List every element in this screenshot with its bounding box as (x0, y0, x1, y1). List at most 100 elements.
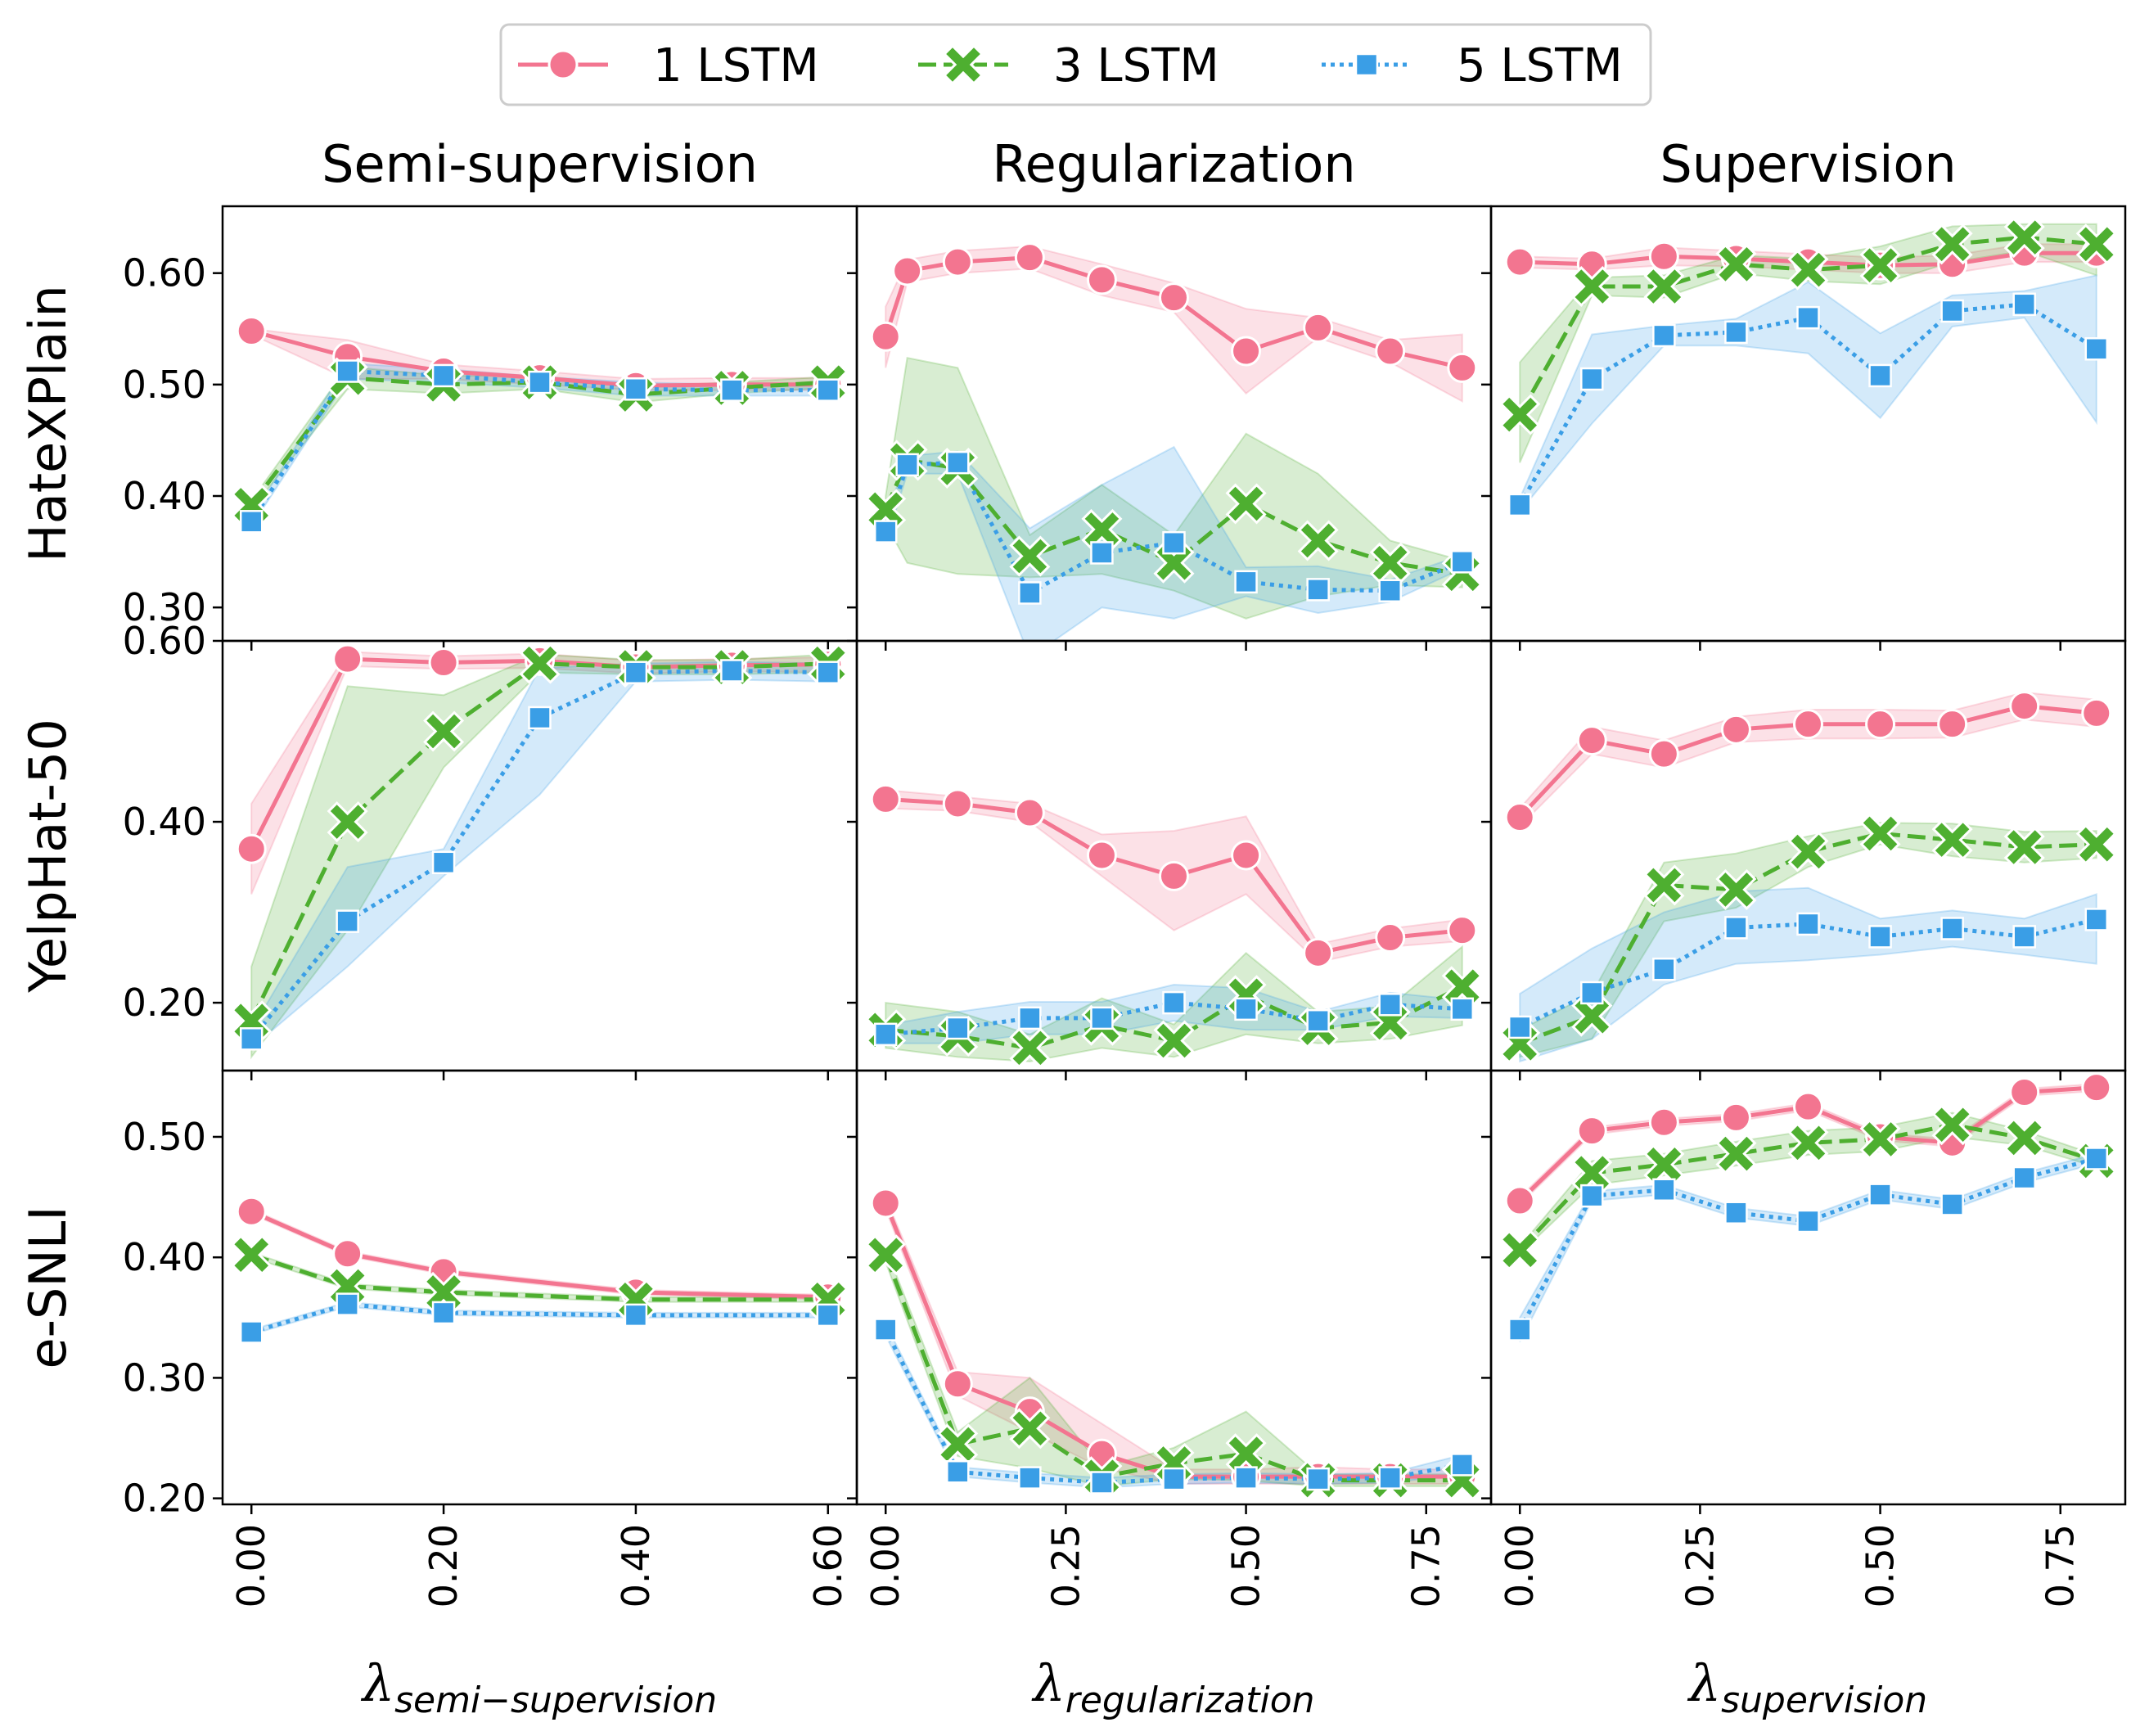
point-1-lstm-8 (2081, 697, 2112, 728)
line-5-lstm (1518, 302, 2098, 507)
point-5-lstm-1 (1580, 1184, 1604, 1208)
point-3-lstm-6-stroke (1228, 486, 1264, 521)
point-5-lstm-0 (239, 510, 264, 534)
panel-e-snli-supervision-frame (1489, 1069, 2127, 1506)
markers-5-lstm (1507, 908, 2109, 1039)
column-title-regularization: Regularization (992, 134, 1355, 194)
point-5-lstm-6 (816, 661, 840, 684)
markers-3-lstm (1499, 1104, 2117, 1271)
x-tick-label: 0.00 (1498, 1524, 1542, 1607)
point-1-lstm-7 (2009, 1077, 2040, 1107)
point-5-lstm-8 (1450, 997, 1475, 1021)
point-1-lstm-1 (892, 255, 923, 286)
point-1-lstm-8 (1447, 915, 1478, 946)
point-1-lstm-2 (428, 647, 459, 679)
point-1-lstm-5 (1231, 840, 1262, 871)
panel-e-snli-semi-supervision-content (231, 1196, 849, 1344)
point-1-lstm-1 (332, 643, 363, 674)
panel-yelphat-50-supervision-content (1499, 691, 2117, 1064)
point-1-lstm-3 (1014, 242, 1045, 273)
point-3-lstm-3-stroke (522, 646, 557, 681)
legend-label-1-lstm: 1 LSTM (653, 39, 819, 92)
point-3-lstm-1-stroke (1575, 1156, 1610, 1190)
x-axis-label-symbol: λ (1030, 1653, 1065, 1713)
point-3-lstm-4-stroke (1791, 1125, 1826, 1161)
point-5-lstm-1 (946, 1016, 970, 1040)
y-tick-label: 0.20 (123, 981, 206, 1025)
markers-1-lstm (870, 783, 1478, 968)
point-3-lstm-3 (1715, 868, 1757, 910)
point-3-lstm-8-stroke (2079, 827, 2114, 862)
point-1-lstm-2 (942, 246, 973, 277)
point-3-lstm-6 (1931, 1104, 1973, 1146)
point-5-lstm-7 (1378, 993, 1402, 1017)
point-5-lstm-2 (1652, 957, 1676, 981)
point-3-lstm-8 (2075, 223, 2117, 265)
point-5-lstm-6 (1940, 1193, 1964, 1216)
panel-yelphat-50-regularization (847, 639, 1493, 1080)
point-1-lstm-0 (236, 315, 267, 346)
row-label-yelphat-50: YelpHat-50 (18, 719, 78, 994)
panel-yelphat-50-semi-supervision-content (231, 643, 849, 1060)
y-tick-label: 0.30 (123, 585, 206, 629)
point-3-lstm-5 (1859, 1118, 1901, 1160)
point-5-lstm-0 (873, 1022, 898, 1047)
point-5-lstm-4 (624, 377, 648, 401)
y-tick-label: 0.40 (123, 800, 206, 844)
point-1-lstm-0 (236, 833, 267, 864)
point-3-lstm-3 (1009, 535, 1051, 577)
point-3-lstm-2-stroke (1012, 1411, 1047, 1446)
point-1-lstm-2 (1648, 738, 1679, 769)
point-5-lstm-2 (431, 850, 456, 875)
x-axis-label-semi-supervision: λsemi−supervision (360, 1653, 717, 1721)
point-1-lstm-2 (1648, 241, 1679, 272)
point-5-lstm-2 (946, 450, 970, 475)
point-3-lstm-7-stroke (1300, 523, 1336, 558)
point-3-lstm-1-stroke (1575, 999, 1610, 1034)
point-3-lstm-0 (1499, 1229, 1541, 1271)
point-3-lstm-0-stroke (1502, 1233, 1538, 1268)
point-1-lstm-1 (1576, 725, 1607, 756)
legend-marker-1-lstm (547, 49, 579, 80)
point-3-lstm-2 (1643, 1143, 1685, 1185)
markers-1-lstm (870, 242, 1478, 383)
point-1-lstm-3 (1720, 714, 1751, 745)
point-3-lstm-3-stroke (1719, 1136, 1754, 1171)
point-3-lstm-5-stroke (1156, 545, 1192, 580)
panel-hatexplain-regularization-content (865, 242, 1483, 641)
point-5-lstm-0 (873, 520, 898, 543)
point-3-lstm-6 (1931, 223, 1973, 265)
point-5-lstm-4 (816, 1303, 840, 1328)
point-1-lstm-1 (332, 1238, 363, 1269)
point-1-lstm-4 (1086, 264, 1117, 295)
point-3-lstm-0-stroke (868, 1238, 903, 1273)
point-3-lstm-7 (1297, 520, 1339, 561)
x-tick-label: 0.75 (2039, 1524, 2083, 1607)
y-tick-label: 0.50 (123, 363, 206, 407)
point-5-lstm-5 (1234, 1466, 1258, 1490)
point-1-lstm-7 (1303, 312, 1334, 343)
point-3-lstm-7-stroke (2007, 1121, 2042, 1156)
x-axis-label-subscript: regularization (1065, 1680, 1315, 1721)
point-1-lstm-1 (942, 788, 973, 819)
x-axis-label-regularization: λregularization (1030, 1653, 1314, 1721)
point-3-lstm-2 (423, 1271, 465, 1313)
point-1-lstm-0 (236, 1196, 267, 1227)
legend-entry-1-lstm: 1 LSTM (518, 39, 819, 92)
point-3-lstm-3-stroke (1719, 873, 1754, 907)
line-5-lstm (883, 1328, 1463, 1485)
x-tick-label: 0.00 (229, 1524, 273, 1607)
point-3-lstm-5 (1859, 813, 1901, 854)
x-tick-label: 0.50 (1224, 1524, 1268, 1607)
point-3-lstm-4 (1787, 831, 1829, 873)
point-5-lstm-3 (1724, 320, 1748, 345)
point-3-lstm-1 (937, 1423, 979, 1465)
point-3-lstm-4 (1153, 1020, 1195, 1062)
point-5-lstm-8 (2084, 337, 2109, 361)
point-5-lstm-4 (1796, 305, 1820, 330)
x-tick-label: 0.60 (806, 1524, 850, 1607)
point-1-lstm-6 (1303, 937, 1334, 968)
point-5-lstm-8 (1378, 579, 1402, 602)
